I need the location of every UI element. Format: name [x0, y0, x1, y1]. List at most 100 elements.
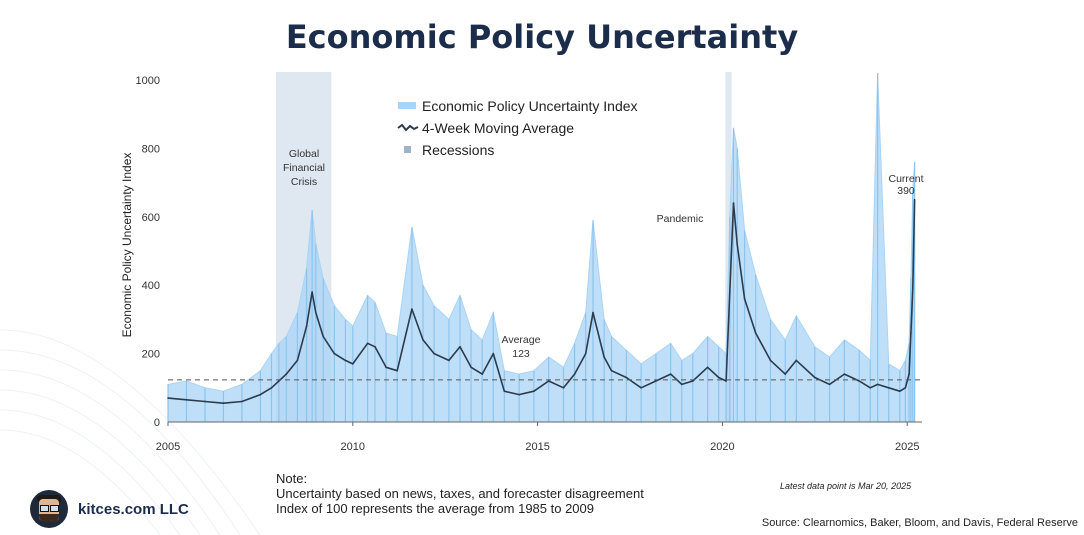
moving-average-point: [204, 400, 206, 403]
y-axis-label: Economic Policy Uncertainty Index: [120, 153, 134, 338]
moving-average-point: [904, 387, 907, 389]
legend: Economic Policy Uncertainty Index 4-Week…: [397, 98, 638, 158]
moving-average-point: [640, 387, 642, 389]
note-heading: Note:: [276, 471, 308, 486]
source-note: Source: Clearnomics, Baker, Bloom, and D…: [761, 517, 1078, 529]
series-moving-average: [167, 198, 916, 405]
note: Note: Uncertainty based on news, taxes, …: [276, 471, 644, 516]
moving-average-point: [858, 380, 860, 382]
moving-average-point: [305, 325, 308, 328]
moving-average-point: [547, 380, 550, 382]
moving-average-point: [584, 352, 587, 355]
moving-average-point: [374, 345, 376, 348]
moving-average-point: [784, 373, 787, 375]
moving-average-point: [222, 402, 225, 404]
moving-average-point: [732, 202, 735, 204]
moving-average-point: [743, 298, 746, 300]
moving-average-point: [503, 390, 506, 393]
note-line-1: Uncertainty based on news, taxes, and fo…: [276, 486, 644, 501]
brand-name: kitces.com LLC: [78, 500, 189, 518]
moving-average-point: [533, 390, 535, 393]
legend-entry-recessions: Recessions: [422, 142, 494, 158]
moving-average-point: [603, 356, 605, 358]
moving-average-point: [887, 387, 890, 389]
moving-average-point: [470, 366, 472, 369]
legend-swatch-recessions: [404, 146, 411, 153]
moving-average-point: [241, 400, 243, 403]
moving-average-point: [717, 376, 720, 379]
moving-average-point: [910, 332, 912, 334]
moving-average-point: [625, 376, 628, 379]
legend-swatch-moving-average: [397, 123, 419, 132]
moving-average-point: [562, 387, 565, 389]
legend-entry-index: Economic Policy Uncertainty Index: [422, 98, 638, 114]
y-axis-ticks: 0 200 400 600 800 1000: [136, 75, 160, 429]
moving-average-point: [344, 359, 347, 362]
moving-average-point: [899, 390, 901, 393]
moving-average-point: [908, 373, 910, 375]
moving-average-point: [610, 369, 613, 372]
moving-average-point: [736, 243, 738, 245]
moving-average-point: [333, 352, 336, 355]
moving-average-point: [725, 380, 727, 382]
moving-average-point: [913, 198, 916, 201]
y-tick-label: 800: [142, 143, 160, 155]
moving-average-point: [411, 308, 413, 310]
legend-entry-moving-average: 4-Week Moving Average: [422, 120, 574, 136]
moving-average-point: [352, 363, 354, 365]
moving-average-point: [669, 373, 672, 375]
moving-average-point: [680, 383, 683, 386]
chart-title: Economic Policy Uncertainty: [285, 18, 799, 56]
moving-average-point: [869, 387, 872, 389]
moving-average-point: [828, 383, 831, 386]
gfc-label-2: Financial: [283, 162, 325, 174]
moving-average-point: [754, 332, 757, 334]
moving-average-point: [592, 311, 594, 314]
moving-average-point: [185, 398, 188, 401]
moving-average-point: [366, 342, 369, 345]
y-tick-label: 400: [142, 280, 160, 292]
y-tick-label: 200: [142, 349, 160, 361]
gfc-label-3: Crisis: [291, 176, 317, 188]
moving-average-point: [729, 291, 731, 293]
moving-average-point: [167, 397, 169, 399]
y-tick-label: 0: [154, 417, 160, 429]
moving-average-point: [278, 380, 280, 382]
moving-average-point: [315, 311, 317, 314]
y-tick-label: 1000: [136, 75, 160, 87]
moving-average-point: [769, 359, 772, 362]
pandemic-label: Pandemic: [657, 213, 704, 225]
moving-average-point: [706, 366, 709, 369]
moving-average-point: [795, 359, 798, 362]
gfc-label-1: Global: [289, 148, 319, 160]
moving-average-point: [448, 359, 450, 362]
x-tick-label: 2020: [710, 441, 734, 453]
moving-average-point: [459, 345, 461, 348]
latest-data-note: Latest data point is Mar 20, 2025: [780, 481, 912, 491]
moving-average-point: [492, 352, 495, 355]
x-axis-ticks: 2005 2010 2015 2020 2025: [156, 422, 919, 453]
legend-swatch-index: [398, 102, 416, 109]
average-label-1: Average: [502, 334, 541, 346]
moving-average-point: [296, 359, 299, 362]
y-tick-label: 600: [142, 212, 160, 224]
current-label-2: 390: [897, 185, 915, 197]
moving-average-point: [396, 369, 398, 372]
moving-average-point: [285, 373, 288, 375]
moving-average-point: [259, 393, 262, 396]
moving-average-point: [843, 373, 846, 375]
moving-average-point: [518, 393, 520, 396]
moving-average-point: [814, 376, 816, 379]
moving-average-point: [322, 335, 325, 338]
brand: kitces.com LLC: [30, 490, 189, 528]
x-tick-label: 2015: [525, 441, 549, 453]
moving-average-point: [385, 366, 387, 369]
current-label-1: Current: [888, 173, 923, 185]
moving-average-point: [692, 380, 694, 382]
background-arcs: [0, 329, 261, 535]
moving-average-point: [311, 291, 313, 293]
average-label-2: 123: [512, 348, 530, 360]
moving-average-point: [433, 352, 435, 355]
x-tick-label: 2010: [341, 441, 365, 453]
